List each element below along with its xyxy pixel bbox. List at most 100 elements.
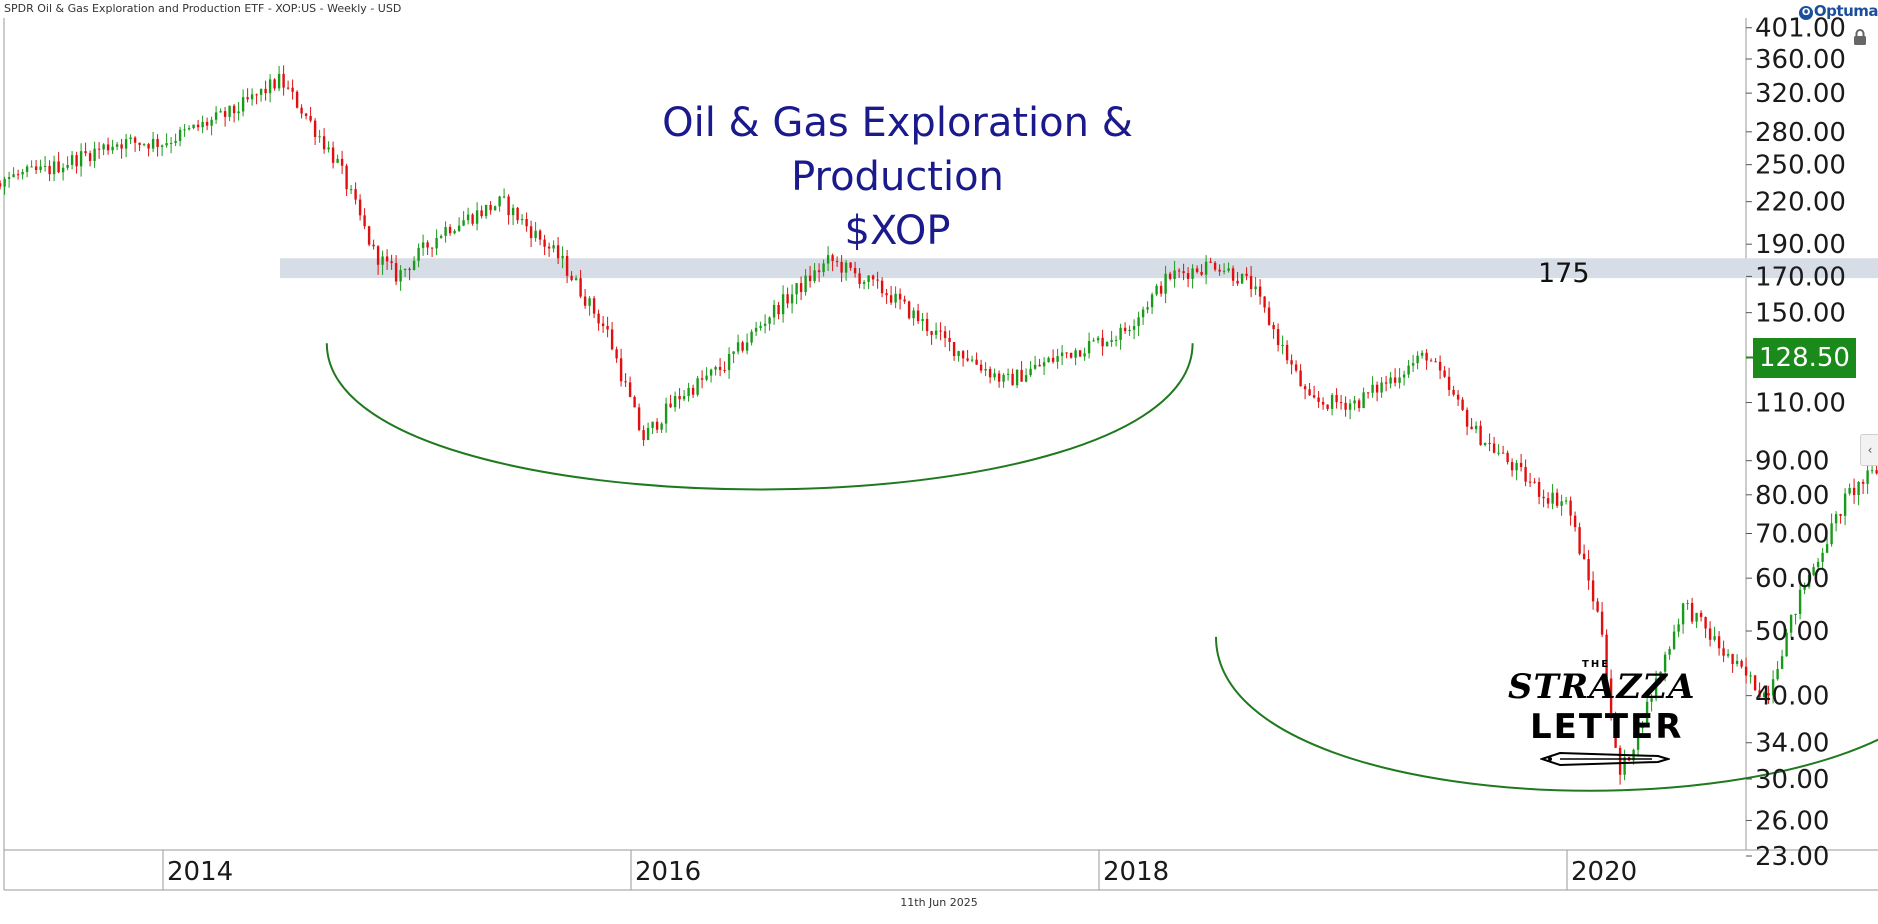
- candle: [795, 283, 798, 295]
- candle: [1384, 382, 1388, 384]
- candle: [138, 142, 141, 145]
- candle: [1753, 675, 1757, 691]
- candle: [763, 323, 767, 326]
- candle: [1254, 286, 1257, 290]
- candle: [844, 262, 848, 273]
- candle: [291, 87, 294, 92]
- candle: [349, 189, 353, 191]
- candle: [525, 218, 528, 227]
- candle: [1029, 368, 1032, 376]
- candle: [1335, 394, 1338, 403]
- candle: [403, 268, 407, 271]
- candle: [691, 387, 695, 395]
- candle: [1555, 492, 1559, 506]
- candle: [1542, 496, 1545, 499]
- candle: [1573, 515, 1577, 528]
- candle: [340, 158, 344, 166]
- lock-icon[interactable]: [1852, 28, 1868, 46]
- candle: [1218, 269, 1221, 272]
- candle: [70, 155, 74, 165]
- candle: [885, 293, 888, 296]
- candle: [1636, 727, 1640, 750]
- candle: [1240, 273, 1244, 284]
- candle: [318, 136, 321, 138]
- candle: [88, 153, 92, 161]
- candle: [43, 165, 47, 167]
- candle: [1362, 392, 1365, 409]
- candle: [1834, 514, 1838, 524]
- candle: [1245, 273, 1248, 276]
- candle: [1416, 355, 1419, 364]
- candle: [615, 349, 618, 359]
- candle: [1056, 356, 1059, 362]
- candle: [16, 174, 20, 176]
- candle: [79, 151, 83, 167]
- candle: [1515, 462, 1518, 471]
- candle: [466, 214, 470, 221]
- candle: [876, 279, 879, 281]
- candle: [1816, 561, 1820, 568]
- y-tick-label: 30.00: [1755, 765, 1829, 795]
- candle: [1749, 675, 1752, 677]
- candle: [552, 245, 555, 249]
- candle: [142, 144, 146, 146]
- candle: [880, 280, 884, 294]
- y-tick-label: 110.00: [1755, 389, 1846, 419]
- candle: [1717, 636, 1721, 649]
- candle: [1065, 352, 1068, 354]
- candle: [1168, 273, 1172, 279]
- candle: [367, 226, 371, 245]
- candle: [21, 171, 24, 175]
- candle: [1690, 603, 1694, 622]
- candle: [1348, 403, 1352, 410]
- candle: [561, 255, 564, 259]
- candle: [1870, 470, 1874, 472]
- candle: [687, 387, 690, 397]
- candle: [903, 299, 906, 302]
- candle: [498, 196, 501, 207]
- candle: [1771, 679, 1775, 696]
- candle: [462, 220, 465, 226]
- candle: [426, 242, 429, 248]
- candle: [921, 318, 924, 322]
- chevron-left-icon[interactable]: ‹: [1860, 434, 1878, 466]
- candle: [1686, 603, 1689, 605]
- candle: [997, 373, 1001, 382]
- candle: [84, 151, 87, 154]
- candle: [1578, 527, 1581, 554]
- candle: [372, 244, 375, 247]
- candle: [646, 427, 650, 441]
- candle: [493, 206, 497, 211]
- x-tick-label: 2014: [167, 857, 233, 887]
- candle: [601, 323, 605, 327]
- candle: [1119, 327, 1122, 340]
- candle: [871, 275, 875, 280]
- candle: [106, 144, 110, 151]
- candle: [975, 359, 978, 365]
- candle: [1123, 327, 1127, 332]
- candle: [219, 111, 222, 113]
- candle: [214, 112, 218, 120]
- candle: [286, 87, 290, 89]
- candle: [1848, 487, 1851, 494]
- candle: [1443, 370, 1446, 377]
- candle: [102, 144, 105, 150]
- last-price-tag: 128.50: [1753, 338, 1856, 378]
- candle: [1569, 500, 1572, 516]
- candle: [264, 88, 267, 94]
- candle: [574, 278, 578, 281]
- candle: [1506, 452, 1509, 463]
- candle: [732, 351, 735, 354]
- candle: [1375, 384, 1379, 393]
- candle: [1357, 400, 1361, 409]
- candle: [313, 120, 317, 137]
- candle: [12, 174, 15, 178]
- candle: [624, 381, 627, 383]
- candle: [1461, 399, 1464, 410]
- candle: [376, 246, 380, 265]
- resistance-level-label: 175: [1538, 258, 1590, 289]
- candle: [655, 421, 659, 430]
- instrument-header: SPDR Oil & Gas Exploration and Productio…: [4, 2, 402, 15]
- candle: [457, 225, 461, 231]
- brand-logo-text: Optuma: [1813, 2, 1878, 20]
